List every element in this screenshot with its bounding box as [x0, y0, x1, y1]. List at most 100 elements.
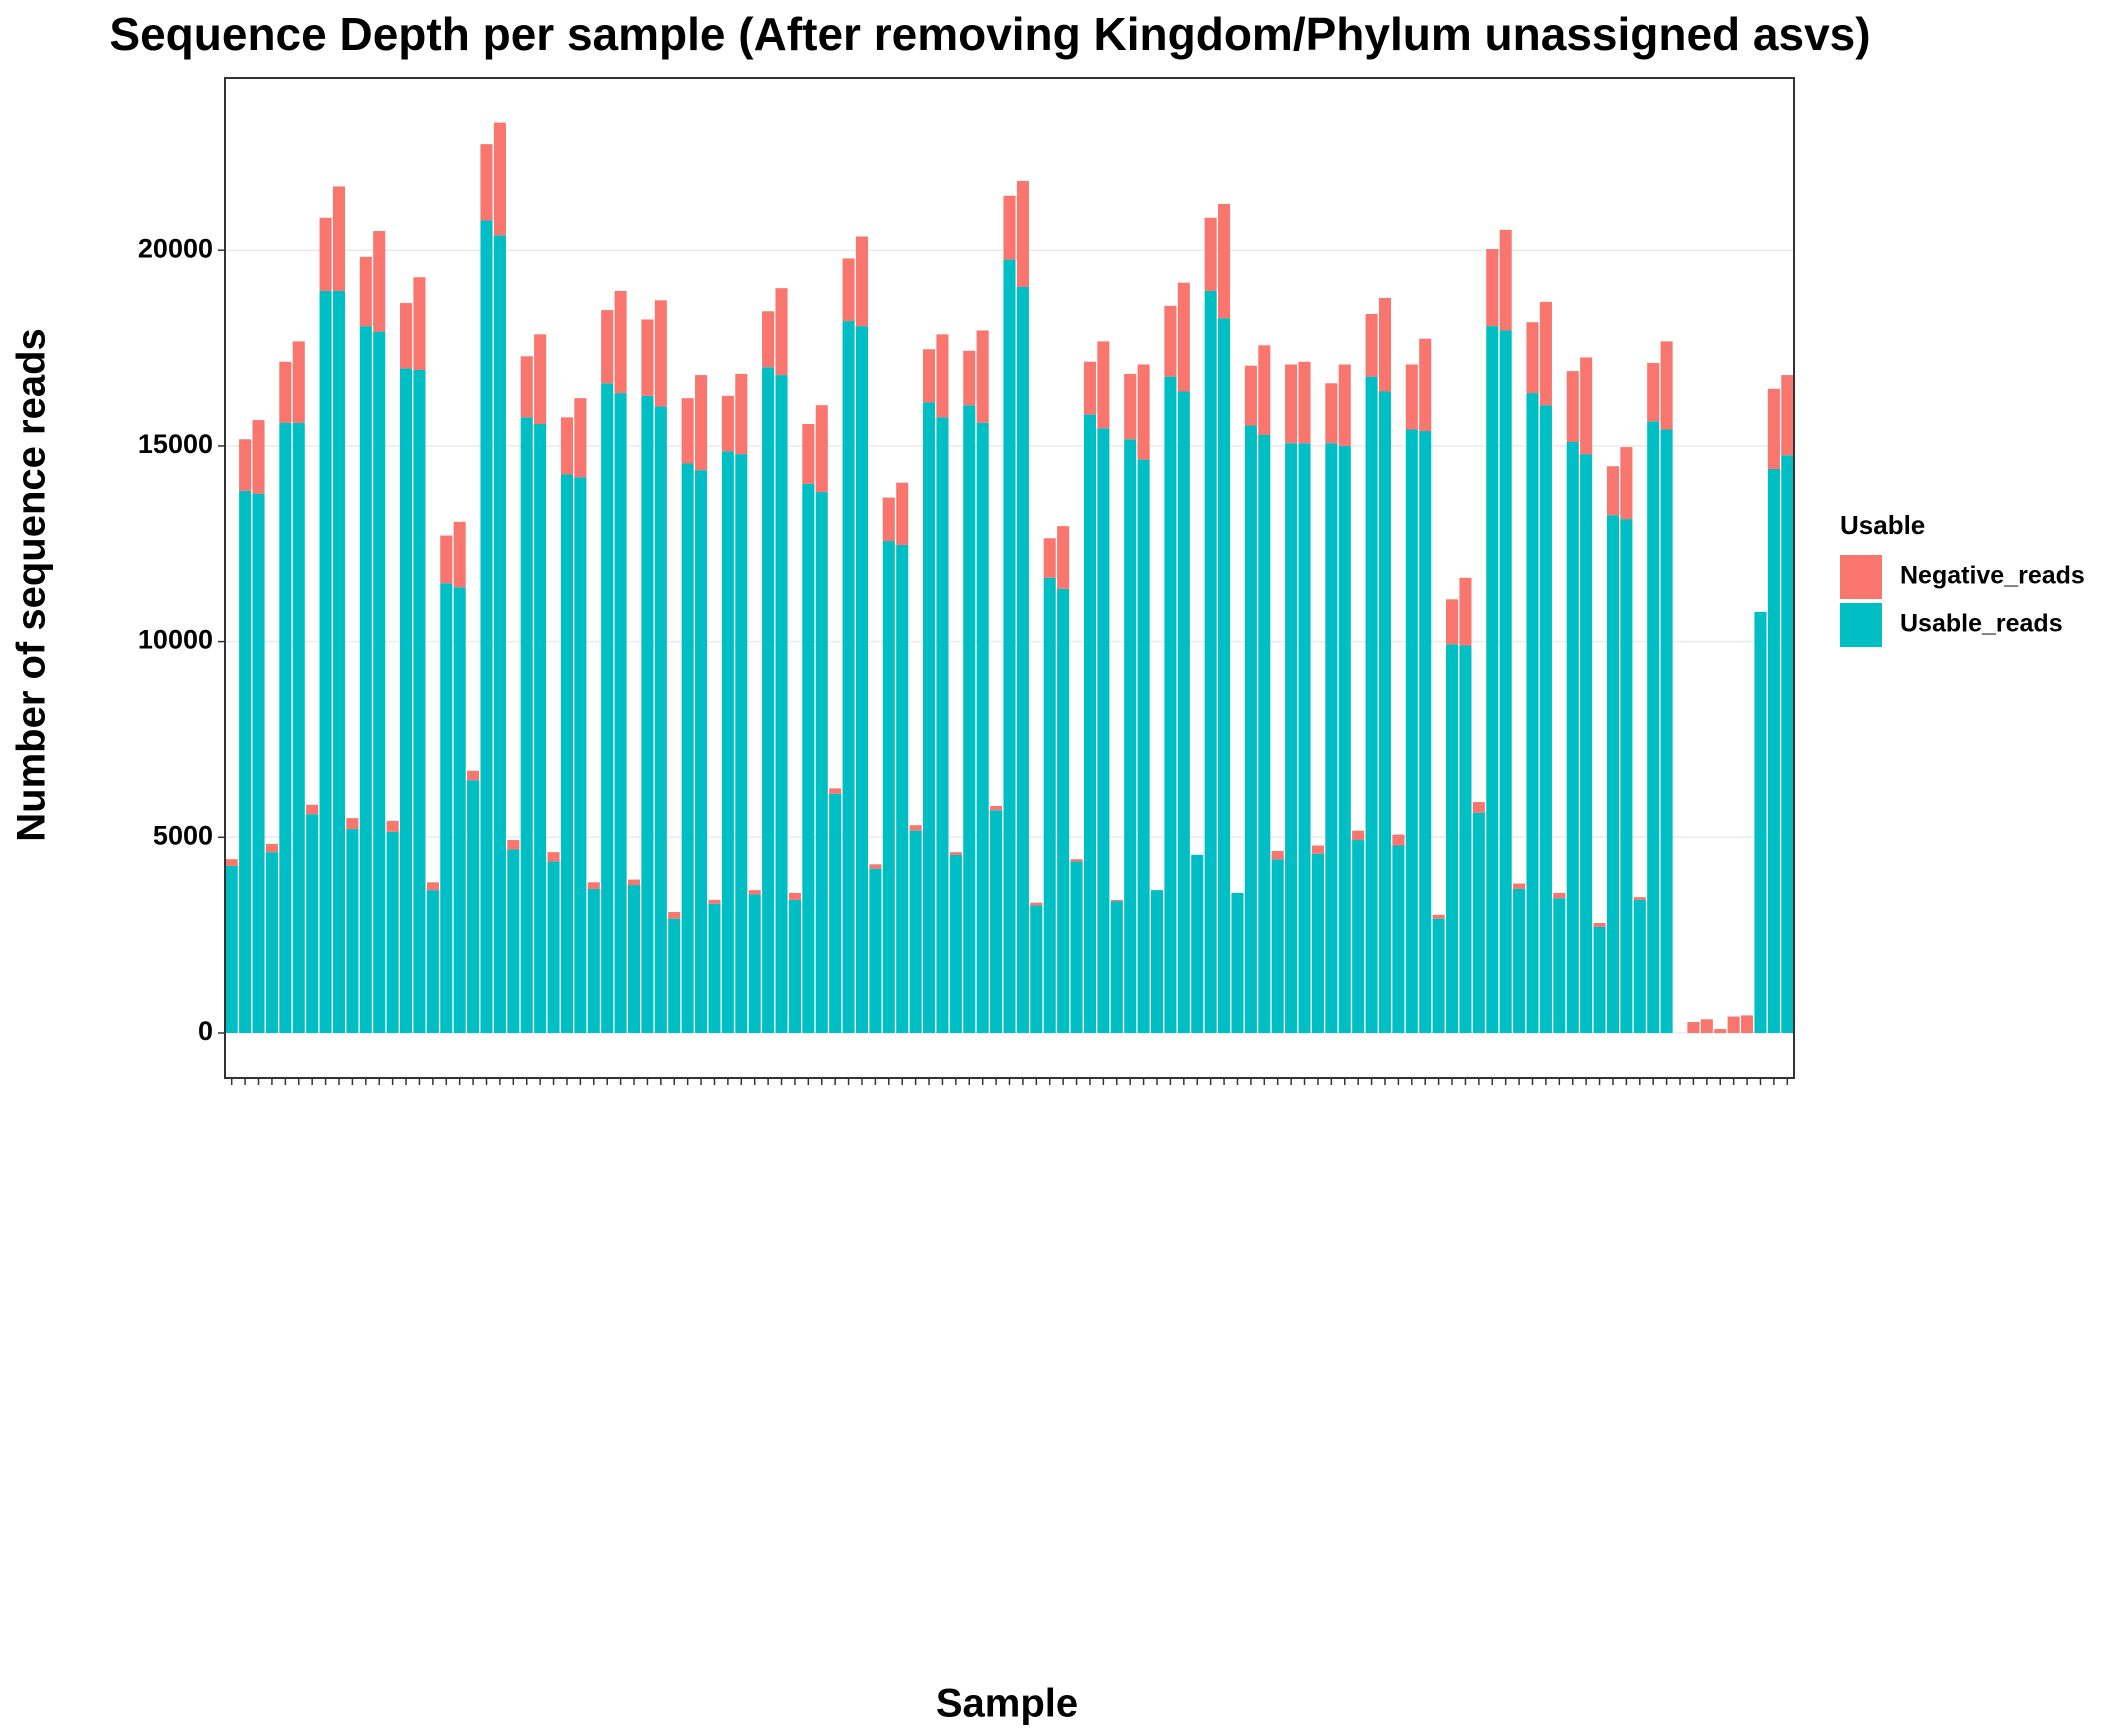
- bar-segment: [386, 820, 399, 832]
- bar-segment: [1553, 892, 1566, 899]
- bar-segment: [1003, 259, 1016, 1033]
- bar-segment: [1767, 468, 1780, 1033]
- bar-segment: [829, 793, 842, 1033]
- bar-segment: [1647, 421, 1660, 1033]
- bar-segment: [1191, 854, 1204, 1033]
- bar-segment: [641, 395, 654, 1033]
- bar-segment: [252, 493, 265, 1033]
- bar-segment: [1419, 431, 1432, 1033]
- bar-segment: [359, 256, 372, 327]
- bar-segment: [587, 882, 600, 889]
- bar-segment: [949, 854, 962, 1033]
- bar-segment: [1325, 383, 1338, 444]
- bar-segment: [1633, 899, 1646, 1033]
- bar-segment: [292, 341, 305, 423]
- bar-segment: [654, 300, 667, 407]
- bar-segment: [1499, 229, 1512, 331]
- bar-segment: [1285, 364, 1298, 444]
- bar-segment: [1754, 611, 1767, 1033]
- bar-segment: [574, 477, 587, 1033]
- bar-segment: [332, 290, 346, 1033]
- bar-segment: [1097, 428, 1110, 1033]
- bar-segment: [587, 888, 600, 1033]
- bar-segment: [1580, 357, 1593, 455]
- bar-segment: [239, 439, 252, 491]
- bar-segment: [695, 470, 708, 1033]
- bar-segment: [239, 490, 252, 1033]
- bar-segment: [1231, 892, 1244, 1033]
- bar-segment: [493, 235, 506, 1033]
- bar-segment: [842, 258, 855, 322]
- bar-segment: [467, 770, 480, 781]
- bar-segment: [279, 361, 292, 423]
- bar-segment: [480, 220, 493, 1033]
- bar-segment: [1365, 314, 1378, 377]
- bar-segment: [265, 852, 278, 1033]
- bar-segment: [896, 544, 909, 1033]
- bar-segment: [292, 422, 305, 1033]
- bar-segment: [346, 818, 359, 830]
- bar-segment: [574, 398, 587, 478]
- bar-segment: [1097, 341, 1110, 429]
- bar-segment: [1003, 195, 1016, 260]
- bar-segment: [762, 367, 775, 1033]
- bar-segment: [1486, 249, 1499, 327]
- bar-segment: [1164, 376, 1177, 1033]
- bar-segment: [1714, 1029, 1727, 1033]
- bar-segment: [802, 483, 815, 1033]
- bar-segment: [1244, 365, 1257, 426]
- bar-segment: [1513, 888, 1526, 1033]
- bar-segment: [627, 885, 641, 1033]
- bar-segment: [1633, 897, 1646, 900]
- bar-segment: [1566, 371, 1579, 442]
- bar-segment: [252, 420, 265, 494]
- bar-segment: [909, 830, 922, 1033]
- bar-segment: [869, 868, 882, 1033]
- y-tick-label: 15000: [138, 429, 213, 459]
- bar-segment: [453, 521, 466, 588]
- bar-segment: [373, 331, 386, 1033]
- legend-label: Negative_reads: [1900, 562, 2085, 590]
- bar-segment: [480, 144, 493, 221]
- bar-segment: [1244, 425, 1257, 1033]
- bar-segment: [1218, 318, 1231, 1033]
- bar-segment: [1298, 443, 1311, 1033]
- bar-segment: [721, 395, 734, 452]
- bar-segment: [1016, 180, 1029, 288]
- bar-segment: [534, 423, 547, 1033]
- y-tick-label: 0: [198, 1016, 213, 1046]
- bar-segment: [990, 805, 1003, 811]
- bar-segment: [1124, 373, 1137, 440]
- bar-segment: [400, 368, 413, 1033]
- bar-segment: [882, 541, 895, 1033]
- bar-segment: [1526, 393, 1539, 1033]
- bar-segment: [1486, 326, 1499, 1033]
- bar-segment: [762, 311, 775, 368]
- bar-segment: [265, 843, 278, 853]
- bar-segment: [1164, 305, 1177, 377]
- bar-segment: [1446, 599, 1459, 645]
- bar-segment: [949, 852, 962, 855]
- bar-segment: [1566, 441, 1579, 1033]
- bar-segment: [373, 231, 386, 332]
- bar-segment: [923, 402, 936, 1033]
- bar-segment: [681, 398, 694, 464]
- bar-segment: [467, 780, 480, 1033]
- bar-segment: [936, 417, 949, 1033]
- bar-segment: [306, 814, 319, 1033]
- bar-segment: [440, 535, 453, 584]
- bar-segment: [1177, 391, 1190, 1033]
- legend-label: Usable_reads: [1900, 610, 2063, 638]
- bar-segment: [1553, 898, 1566, 1033]
- bar-segment: [601, 310, 614, 384]
- bar-segment: [306, 804, 319, 815]
- bar-segment: [775, 375, 788, 1033]
- bar-segment: [346, 829, 359, 1033]
- bar-segment: [748, 894, 761, 1033]
- bar-segment: [815, 492, 828, 1033]
- bar-segment: [788, 899, 801, 1033]
- bar-segment: [668, 918, 681, 1033]
- bar-segment: [426, 882, 439, 891]
- bar-segment: [413, 277, 426, 370]
- bar-segment: [963, 405, 976, 1033]
